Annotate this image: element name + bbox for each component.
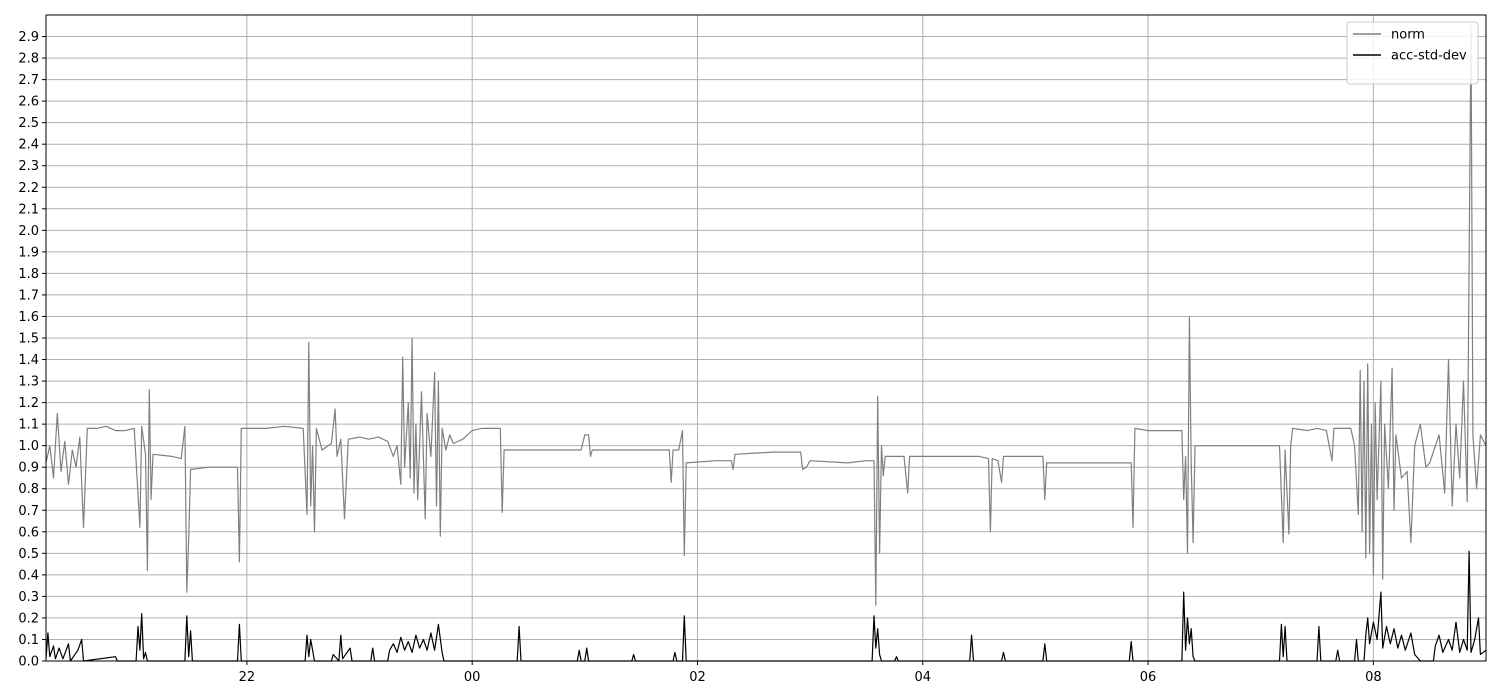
y-tick-label: 2.0 <box>18 224 39 239</box>
x-tick-label: 02 <box>689 670 706 685</box>
grid <box>46 15 1486 662</box>
y-axis: 0.0 0.1 0.2 0.3 0.4 0.5 0.6 0.7 0.8 0.9 1.0 1.1 1.2 1… <box>18 30 46 670</box>
y-tick-label: 1.4 <box>18 353 39 368</box>
y-tick-label: 0.8 <box>18 482 39 497</box>
y-tick-label: 2.5 <box>18 116 39 131</box>
y-tick-label: 1.9 <box>18 245 39 260</box>
x-tick-label: 00 <box>464 670 481 685</box>
x-tick-label: 04 <box>914 670 931 685</box>
y-tick-label: 0.9 <box>18 461 39 476</box>
series-line-acc-std-dev <box>45 550 1487 662</box>
y-tick-label: 1.5 <box>18 332 39 347</box>
x-tick-label: 08 <box>1365 670 1382 685</box>
y-tick-label: 2.2 <box>18 181 39 196</box>
y-tick-label: 1.0 <box>18 439 39 454</box>
legend-label: norm <box>1391 28 1425 43</box>
legend-box <box>1346 21 1479 85</box>
y-tick-label: 1.2 <box>18 396 39 411</box>
y-tick-label: 0.5 <box>18 547 39 562</box>
y-tick-label: 0.6 <box>18 525 39 540</box>
x-axis: 22 00 02 04 06 08 <box>239 661 1382 685</box>
legend-label: acc-std-dev <box>1391 49 1467 64</box>
y-tick-label: 2.3 <box>18 159 39 174</box>
y-tick-label: 0.0 <box>18 655 39 670</box>
y-tick-label: 1.3 <box>18 375 39 390</box>
y-tick-label: 0.3 <box>18 590 39 605</box>
y-tick-label: 1.6 <box>18 310 39 325</box>
y-tick-label: 1.7 <box>18 288 39 303</box>
series-layer <box>45 25 1487 662</box>
y-tick-label: 2.8 <box>18 52 39 67</box>
y-tick-label: 2.6 <box>18 95 39 110</box>
y-tick-label: 0.7 <box>18 504 39 519</box>
series-line-norm <box>45 25 1487 606</box>
y-tick-label: 2.9 <box>18 30 39 45</box>
y-tick-label: 0.4 <box>18 568 39 583</box>
y-tick-label: 1.8 <box>18 267 39 282</box>
x-tick-label: 06 <box>1140 670 1157 685</box>
y-tick-label: 2.1 <box>18 202 39 217</box>
y-tick-label: 2.7 <box>18 73 39 88</box>
y-tick-label: 0.1 <box>18 633 39 648</box>
legend: norm acc-std-dev <box>1346 21 1479 85</box>
x-tick-label: 22 <box>239 670 256 685</box>
y-tick-label: 0.2 <box>18 611 39 626</box>
y-tick-label: 1.1 <box>18 418 39 433</box>
y-tick-label: 2.4 <box>18 138 39 153</box>
